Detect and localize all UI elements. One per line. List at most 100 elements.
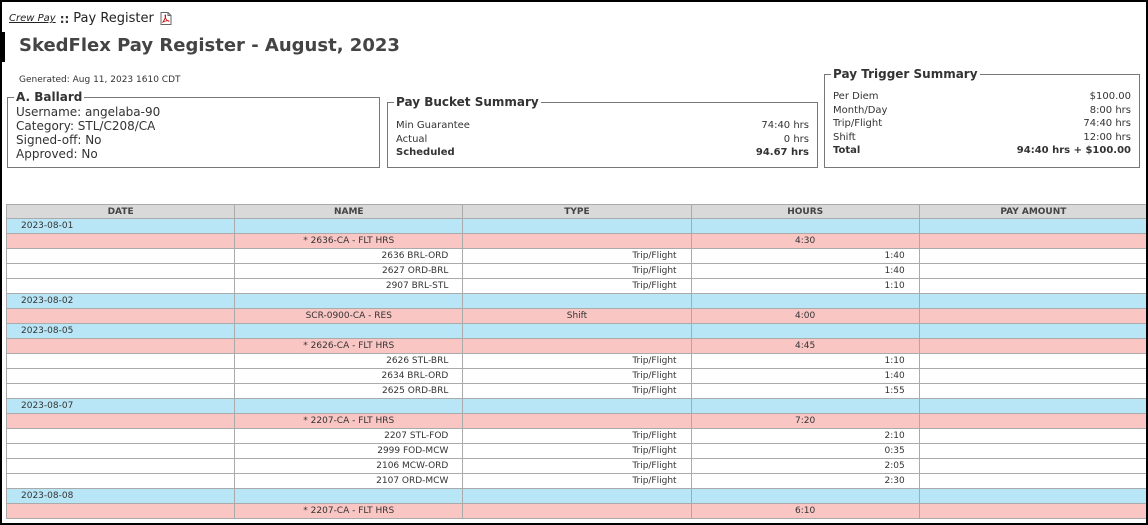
cell-pay-amount	[918, 323, 1146, 339]
cell-date	[5, 443, 236, 459]
cell-name: * 2207-CA - FLT HRS	[234, 413, 464, 429]
cell-date	[5, 503, 236, 519]
cell-pay-amount	[918, 413, 1146, 429]
cell-name: * 2626-CA - FLT HRS	[234, 338, 464, 354]
trigger-row-shift: Shift 12:00 hrs	[833, 131, 1131, 145]
table-row[interactable]: 2999 FOD-MCW Trip/Flight 0:35	[5, 443, 1146, 459]
bucket-value: 0 hrs	[783, 133, 809, 145]
cell-date	[5, 473, 236, 489]
cell-hours: 2:30	[690, 473, 920, 489]
cell-date: 2023-08-08	[5, 488, 236, 504]
cell-pay-amount	[918, 263, 1146, 279]
trigger-value: 74:40 hrs	[1083, 118, 1131, 129]
cell-date	[5, 353, 236, 369]
column-header-pay-amount[interactable]: PAY AMOUNT	[918, 204, 1146, 219]
cell-pay-amount	[918, 488, 1146, 504]
pdf-icon[interactable]	[160, 12, 172, 25]
cell-pay-amount	[918, 398, 1146, 414]
cell-type	[462, 338, 692, 354]
pay-bucket-summary-title: Pay Bucket Summary	[396, 95, 539, 109]
trigger-label: Month/Day	[833, 104, 888, 116]
bucket-value: 94.67 hrs	[755, 147, 809, 158]
cell-date	[5, 338, 236, 354]
approved-text: Approved: No	[16, 147, 98, 161]
pay-group-row[interactable]: * 2636-CA - FLT HRS 4:30	[5, 233, 1146, 249]
cell-hours: 7:20	[690, 413, 920, 429]
table-row[interactable]: 2106 MCW-ORD Trip/Flight 2:05	[5, 458, 1146, 474]
cell-hours	[690, 398, 920, 414]
cell-pay-amount	[918, 248, 1146, 264]
trigger-row-month-day: Month/Day 8:00 hrs	[833, 104, 1131, 118]
column-header-name[interactable]: NAME	[234, 204, 464, 219]
table-header-row: DATE NAME TYPE HOURS PAY AMOUNT	[5, 204, 1146, 219]
cell-name: * 2207-CA - FLT HRS	[234, 503, 464, 519]
table-row[interactable]: 2207 STL-FOD Trip/Flight 2:10	[5, 428, 1146, 444]
cell-hours: 4:30	[690, 233, 920, 249]
cell-name: 2999 FOD-MCW	[234, 443, 464, 459]
table-row[interactable]: 2636 BRL-ORD Trip/Flight 1:40	[5, 248, 1146, 264]
pay-group-row[interactable]: * 2207-CA - FLT HRS 6:10	[5, 503, 1146, 519]
bucket-row-min-guarantee: Min Guarantee 74:40 hrs	[396, 119, 809, 133]
column-header-type[interactable]: TYPE	[462, 204, 692, 219]
cell-name: 2107 ORD-MCW	[234, 473, 464, 489]
trigger-label: Shift	[833, 131, 856, 143]
cell-hours: 0:35	[690, 443, 920, 459]
table-row[interactable]: 2634 BRL-ORD Trip/Flight 1:40	[5, 368, 1146, 384]
cell-name	[234, 398, 464, 414]
cell-hours	[690, 323, 920, 339]
cell-hours: 4:45	[690, 338, 920, 354]
cell-hours: 2:10	[690, 428, 920, 444]
cell-type: Trip/Flight	[462, 248, 692, 264]
trigger-row-per-diem: Per Diem $100.00	[833, 90, 1131, 104]
cell-type: Trip/Flight	[462, 443, 692, 459]
column-header-date[interactable]: DATE	[5, 204, 236, 219]
cell-name: 2634 BRL-ORD	[234, 368, 464, 384]
trigger-label: Total	[833, 145, 861, 156]
table-body: 2023-08-01 * 2636-CA - FLT HRS 4:30 2636 BR…	[5, 218, 1146, 519]
cell-date	[5, 308, 236, 324]
table-row[interactable]: 2907 BRL-STL Trip/Flight 1:10	[5, 278, 1146, 294]
signed-off-text: Signed-off: No	[16, 133, 102, 147]
cell-hours	[690, 293, 920, 309]
cell-name	[234, 323, 464, 339]
column-header-hours[interactable]: HOURS	[690, 204, 920, 219]
table-row[interactable]: 2627 ORD-BRL Trip/Flight 1:40	[5, 263, 1146, 279]
table-row[interactable]: 2626 STL-BRL Trip/Flight 1:10	[5, 353, 1146, 369]
date-row[interactable]: 2023-08-08	[5, 488, 1146, 504]
cell-type: Trip/Flight	[462, 368, 692, 384]
cell-name: 2625 ORD-BRL	[234, 383, 464, 399]
cell-pay-amount	[918, 383, 1146, 399]
date-row[interactable]: 2023-08-01	[5, 218, 1146, 234]
pay-group-row[interactable]: * 2626-CA - FLT HRS 4:45	[5, 338, 1146, 354]
cell-pay-amount	[918, 473, 1146, 489]
breadcrumb-crew-pay-link[interactable]: Crew Pay	[9, 13, 56, 24]
date-row[interactable]: 2023-08-05	[5, 323, 1146, 339]
breadcrumb: Crew Pay :: Pay Register	[9, 11, 172, 26]
cell-pay-amount	[918, 338, 1146, 354]
trigger-row-total: Total 94:40 hrs + $100.00	[833, 144, 1131, 158]
cell-type	[462, 488, 692, 504]
cell-hours: 4:00	[690, 308, 920, 324]
cell-type	[462, 218, 692, 234]
cell-type: Trip/Flight	[462, 263, 692, 279]
table-row[interactable]: 2625 ORD-BRL Trip/Flight 1:55	[5, 383, 1146, 399]
trigger-value: 12:00 hrs	[1083, 131, 1131, 143]
bucket-value: 74:40 hrs	[761, 120, 809, 131]
cell-pay-amount	[918, 428, 1146, 444]
pay-bucket-summary-panel: Pay Bucket Summary Min Guarantee 74:40 h…	[387, 95, 818, 168]
cell-date: 2023-08-05	[5, 323, 236, 339]
cell-date	[5, 248, 236, 264]
cell-type: Trip/Flight	[462, 278, 692, 294]
table-row[interactable]: 2107 ORD-MCW Trip/Flight 2:30	[5, 473, 1146, 489]
trigger-value: $100.00	[1089, 91, 1131, 102]
cell-type: Trip/Flight	[462, 458, 692, 474]
pay-group-row[interactable]: * 2207-CA - FLT HRS 7:20	[5, 413, 1146, 429]
cell-date	[5, 233, 236, 249]
cell-name: 2636 BRL-ORD	[234, 248, 464, 264]
pay-group-row[interactable]: SCR-0900-CA - RES Shift 4:00	[5, 308, 1146, 324]
username-text: Username: angelaba-90	[16, 105, 161, 119]
date-row[interactable]: 2023-08-02	[5, 293, 1146, 309]
cell-pay-amount	[918, 293, 1146, 309]
date-row[interactable]: 2023-08-07	[5, 398, 1146, 414]
